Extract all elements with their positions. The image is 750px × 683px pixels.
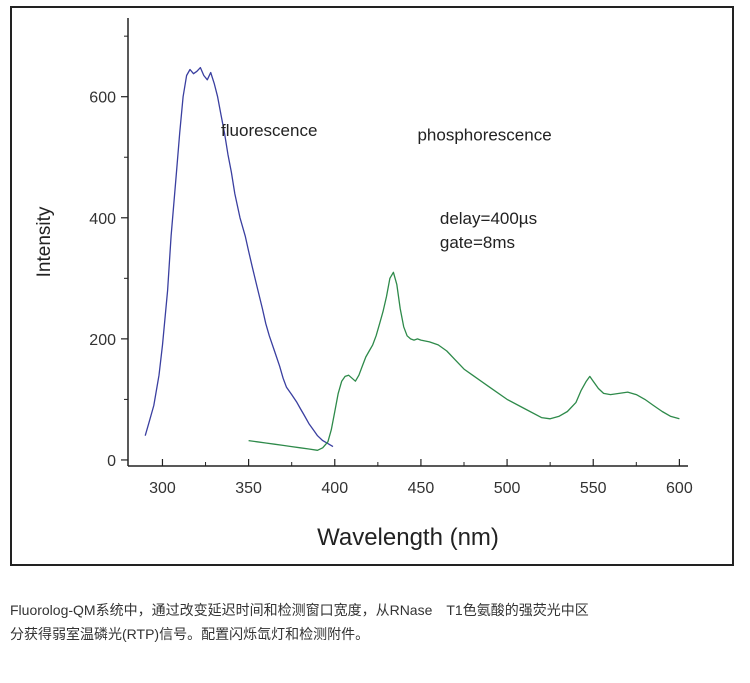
- y-tick-label: 0: [107, 453, 116, 470]
- chart-axes: 300 350 400 450 500 550 600 0 200 400 600: [89, 18, 693, 497]
- chart-annotations: fluorescence phosphorescence delay=400µs ga…: [221, 121, 552, 252]
- x-tick-label: 400: [321, 480, 348, 497]
- y-axis-title: Intensity: [34, 206, 55, 277]
- y-tick-label: 400: [89, 211, 116, 228]
- y-tick-label: 600: [89, 90, 116, 107]
- caption-line-1: Fluorolog-QM系统中，通过改变延迟时间和检测窗口宽度，从RNase T…: [10, 602, 589, 618]
- chart-annotation-4: gate=8ms: [440, 233, 515, 252]
- figure-frame: [10, 6, 734, 566]
- chart-annotation-1: fluorescence: [221, 121, 317, 140]
- figure-caption: Fluorolog-QM系统中，通过改变延迟时间和检测窗口宽度，从RNase T…: [10, 598, 740, 646]
- x-axis-title: Wavelength (nm): [317, 524, 499, 551]
- chart-series: [144, 66, 680, 451]
- caption-line-2: 分获得弱室温磷光(RTP)信号。配置闪烁氙灯和检测附件。: [10, 626, 370, 642]
- chart-annotation-2: phosphorescence: [417, 125, 551, 144]
- x-tick-label: 300: [149, 480, 176, 497]
- x-tick-label: 450: [408, 480, 435, 497]
- x-tick-label: 600: [666, 480, 693, 497]
- chart-annotation-3: delay=400µs: [440, 209, 537, 228]
- y-tick-label: 200: [89, 332, 116, 349]
- x-tick-label: 550: [580, 480, 607, 497]
- x-tick-label: 500: [494, 480, 521, 497]
- x-tick-label: 350: [235, 480, 262, 497]
- spectrum-chart: 300 350 400 450 500 550 600 0 200 400 600 fluoresc…: [34, 18, 693, 551]
- series-line-1: [144, 66, 334, 448]
- series-line-2: [248, 271, 680, 451]
